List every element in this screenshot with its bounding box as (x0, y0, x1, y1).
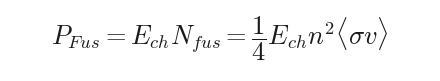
Text: $P_{Fus} = E_{ch}N_{fus} = \dfrac{1}{4}E_{ch}n^2\langle\sigma v\rangle$: $P_{Fus} = E_{ch}N_{fus} = \dfrac{1}{4}E… (51, 15, 389, 63)
